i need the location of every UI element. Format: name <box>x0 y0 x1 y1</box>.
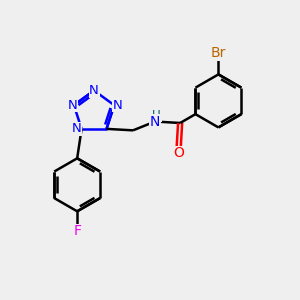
Text: N: N <box>89 84 99 97</box>
Text: N: N <box>150 115 160 128</box>
Text: H: H <box>152 109 161 122</box>
Text: Br: Br <box>211 46 226 60</box>
Text: N: N <box>68 99 77 112</box>
Text: N: N <box>71 122 81 135</box>
Text: N: N <box>112 99 122 112</box>
Text: O: O <box>173 146 184 160</box>
Text: F: F <box>73 224 81 238</box>
